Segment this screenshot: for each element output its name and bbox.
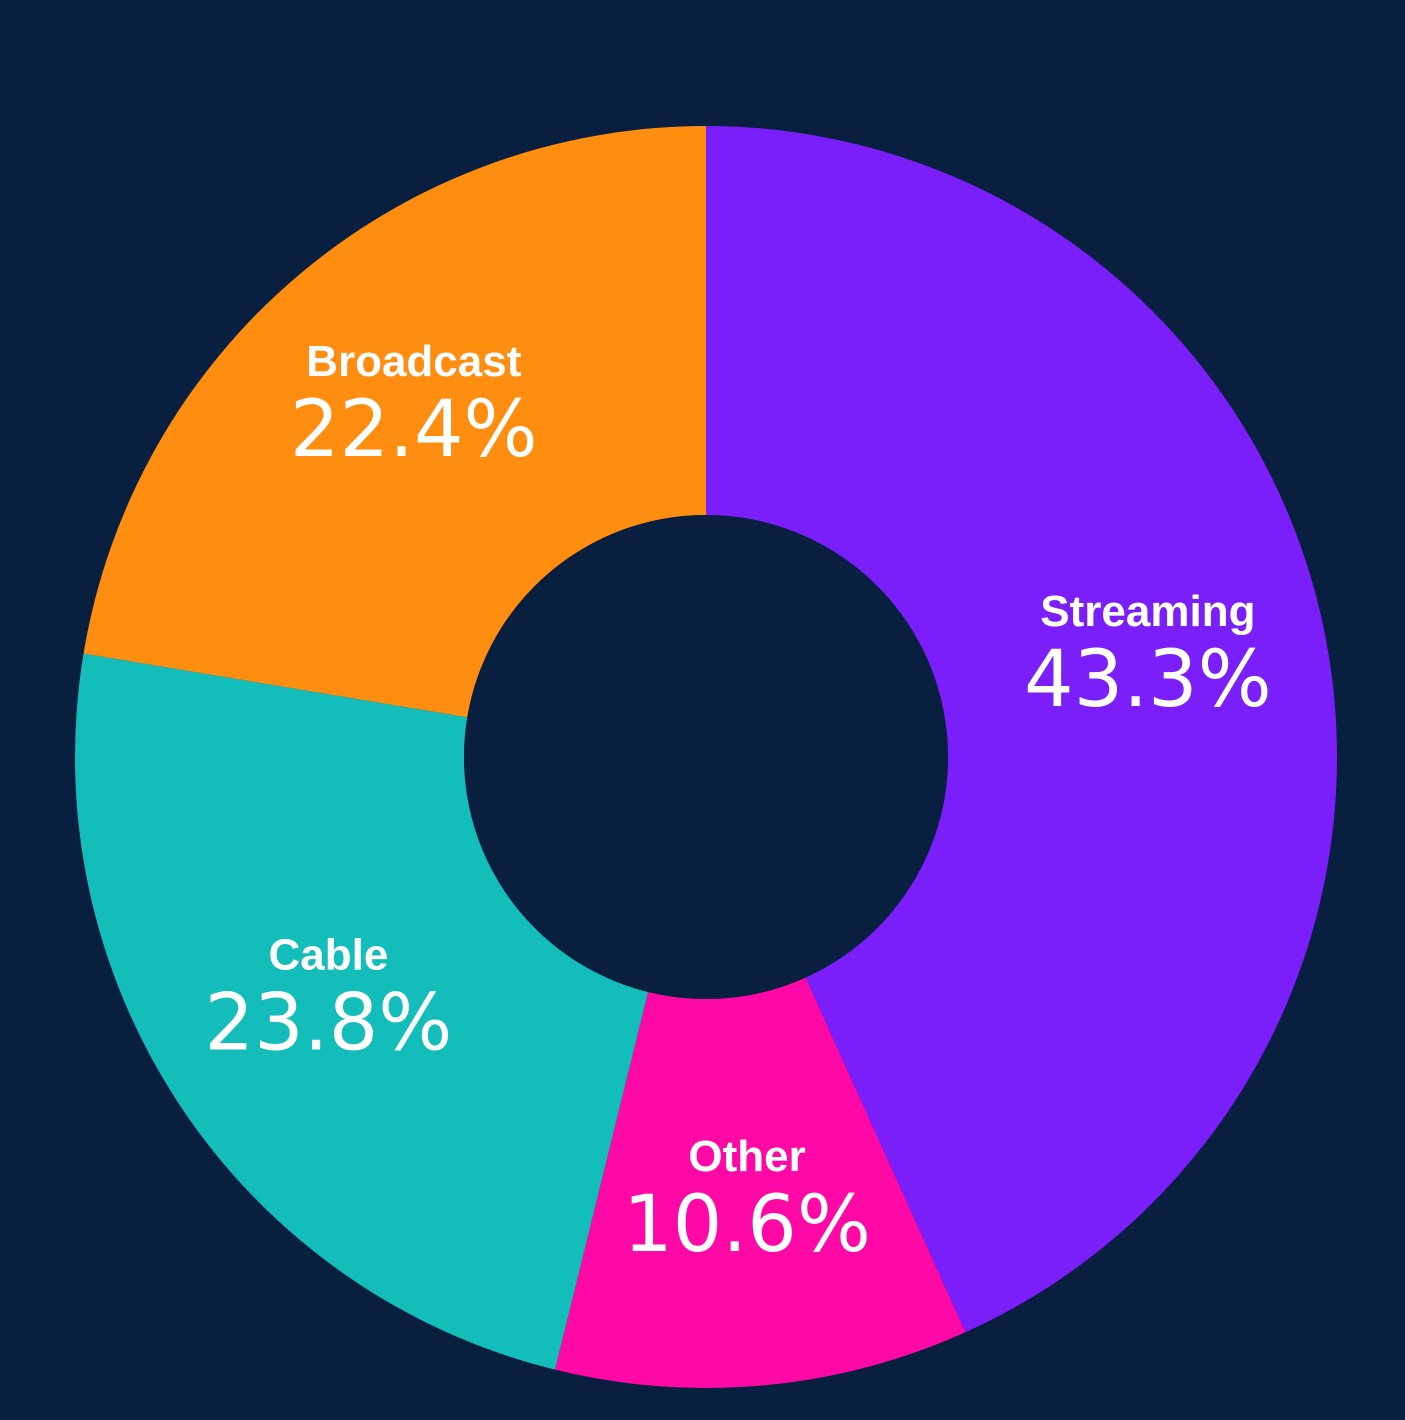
slice-label-cable: Cable	[269, 931, 389, 980]
slice-other	[554, 977, 966, 1389]
slice-value-streaming: 43.3%	[1024, 635, 1272, 725]
slice-label-broadcast: Broadcast	[306, 337, 522, 386]
slice-value-cable: 23.8%	[205, 979, 453, 1069]
slice-label-streaming: Streaming	[1040, 587, 1255, 636]
slice-label-other: Other	[688, 1132, 805, 1181]
slice-streaming	[706, 126, 1337, 1333]
slice-cable	[75, 653, 649, 1370]
slice-broadcast	[83, 126, 706, 718]
donut-hole	[464, 515, 948, 999]
slices-group	[75, 126, 1337, 1389]
slice-value-broadcast: 22.4%	[290, 385, 538, 475]
slice-value-other: 10.6%	[623, 1180, 871, 1270]
